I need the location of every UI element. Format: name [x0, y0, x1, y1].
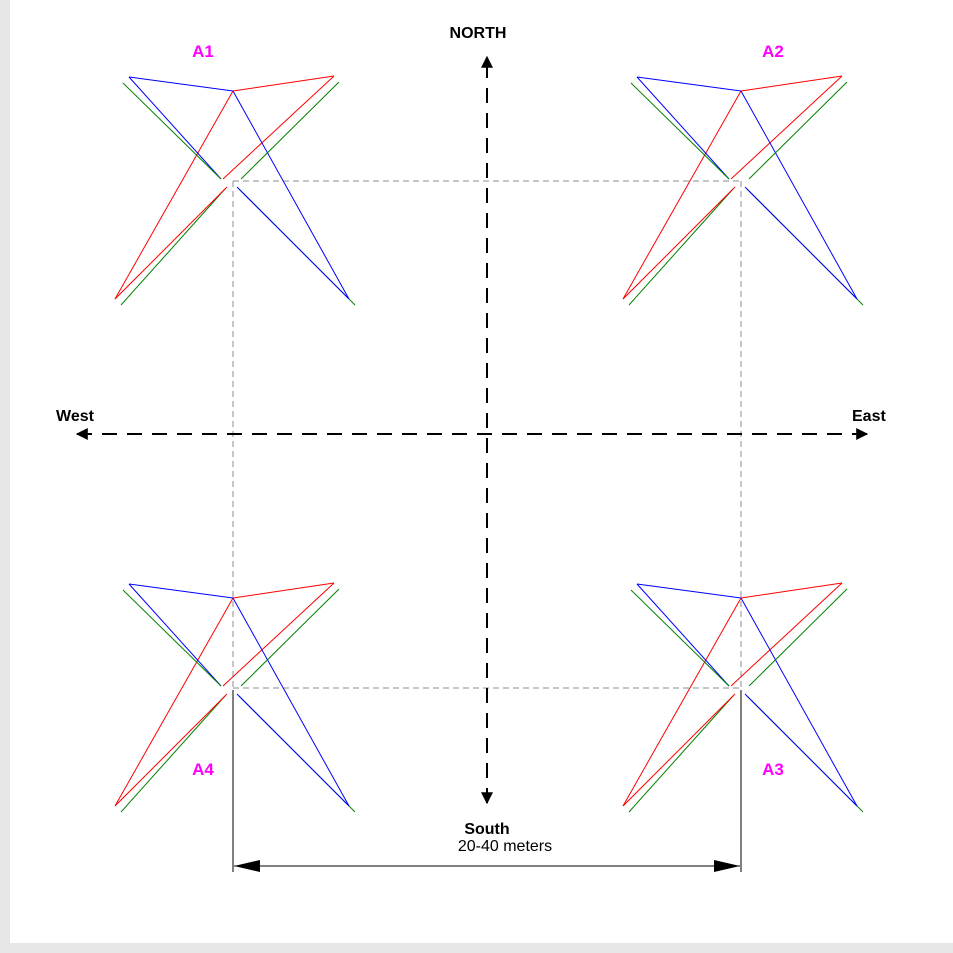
west-label: West: [56, 408, 95, 425]
red-leg-left: [622, 90, 742, 300]
compass-axes: [75, 55, 869, 805]
red-leg-left: [114, 597, 234, 807]
green-diag-top-right: [748, 588, 848, 687]
red-leg-left: [114, 90, 234, 300]
red-arm-left-top: [740, 75, 843, 92]
green-diag-top-right: [240, 588, 340, 687]
red-diag-bottom: [622, 693, 736, 807]
tower-label-a2: A2: [762, 42, 784, 61]
red-diag-bottom: [622, 186, 736, 300]
tower-a3: [622, 582, 864, 813]
red-arm-right-diag: [222, 75, 335, 180]
blue-arm-left-diag: [636, 76, 730, 180]
tower-a4: [114, 582, 356, 813]
green-diag-bottom-left: [120, 695, 226, 813]
tower-a1: [114, 75, 356, 306]
tower-label-a3: A3: [762, 760, 784, 779]
red-leg-left: [622, 597, 742, 807]
green-diag-bottom-left: [628, 188, 734, 306]
dimension-marker: [232, 690, 742, 872]
red-diag-bottom: [114, 693, 228, 807]
blue-diag-bottom: [744, 186, 858, 300]
blue-diag-bottom: [236, 693, 350, 807]
antenna-layout-diagram: NORTH South West East A1 A2 A3 A4 20-40 …: [56, 25, 886, 872]
red-arm-right-diag: [730, 75, 843, 180]
blue-arm-left-diag: [636, 583, 730, 687]
dimension-arrow-right: [714, 860, 740, 872]
dimension-label: 20-40 meters: [458, 838, 552, 855]
blue-arm-left-diag: [128, 583, 222, 687]
green-diag-top-left: [630, 589, 730, 687]
blue-leg-right: [232, 597, 350, 807]
green-diag-top-left: [630, 82, 730, 180]
red-arm-left-top: [232, 75, 335, 92]
tower-a2: [622, 75, 864, 306]
east-label: East: [852, 408, 886, 425]
blue-leg-right: [740, 597, 858, 807]
north-label: NORTH: [450, 25, 507, 42]
green-diag-top-right: [748, 81, 848, 180]
blue-arm-top: [128, 76, 234, 92]
blue-arm-top: [636, 583, 742, 599]
blue-leg-right: [232, 90, 350, 300]
blue-leg-right: [740, 90, 858, 300]
red-diag-bottom: [114, 186, 228, 300]
red-arm-right-diag: [222, 582, 335, 687]
tower-label-a4: A4: [192, 760, 214, 779]
blue-diag-bottom: [744, 693, 858, 807]
blue-arm-left-diag: [128, 76, 222, 180]
green-diag-top-left: [122, 82, 222, 180]
blue-diag-bottom: [236, 186, 350, 300]
red-arm-left-top: [232, 582, 335, 599]
red-arm-right-diag: [730, 582, 843, 687]
red-arm-left-top: [740, 582, 843, 599]
green-diag-bottom-left: [628, 695, 734, 813]
green-diag-top-right: [240, 81, 340, 180]
dimension-arrow-left: [234, 860, 260, 872]
blue-arm-top: [636, 76, 742, 92]
blue-arm-top: [128, 583, 234, 599]
tower-label-a1: A1: [192, 42, 214, 61]
green-diag-top-left: [122, 589, 222, 687]
diagram-canvas: NORTH South West East A1 A2 A3 A4 20-40 …: [10, 0, 953, 943]
south-label: South: [464, 821, 509, 838]
green-diag-bottom-left: [120, 188, 226, 306]
